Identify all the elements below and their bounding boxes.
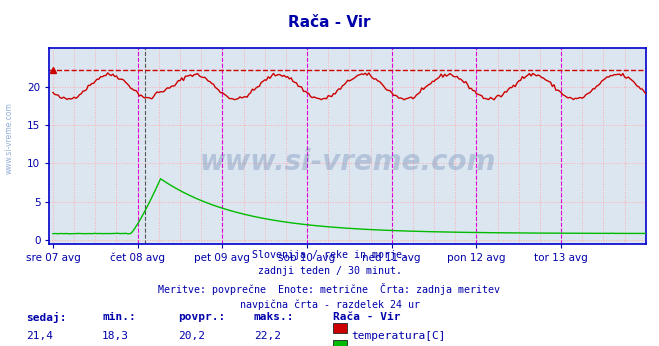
Text: Slovenija / reke in morje.: Slovenija / reke in morje. [252, 250, 407, 260]
Text: 21,4: 21,4 [26, 331, 53, 341]
Text: 22,2: 22,2 [254, 331, 281, 341]
Text: maks.:: maks.: [254, 312, 294, 322]
Text: zadnji teden / 30 minut.: zadnji teden / 30 minut. [258, 266, 401, 276]
Text: Rača - Vir: Rača - Vir [333, 312, 400, 322]
Text: povpr.:: povpr.: [178, 312, 225, 322]
Text: temperatura[C]: temperatura[C] [351, 331, 445, 341]
Text: 18,3: 18,3 [102, 331, 129, 341]
Text: navpična črta - razdelek 24 ur: navpična črta - razdelek 24 ur [239, 300, 420, 310]
Text: 20,2: 20,2 [178, 331, 205, 341]
Text: Meritve: povprečne  Enote: metrične  Črta: zadnja meritev: Meritve: povprečne Enote: metrične Črta:… [159, 283, 500, 295]
Text: www.si-vreme.com: www.si-vreme.com [200, 148, 496, 176]
Text: sedaj:: sedaj: [26, 312, 67, 323]
Text: Rača - Vir: Rača - Vir [288, 15, 371, 30]
Text: www.si-vreme.com: www.si-vreme.com [5, 102, 14, 174]
Text: min.:: min.: [102, 312, 136, 322]
